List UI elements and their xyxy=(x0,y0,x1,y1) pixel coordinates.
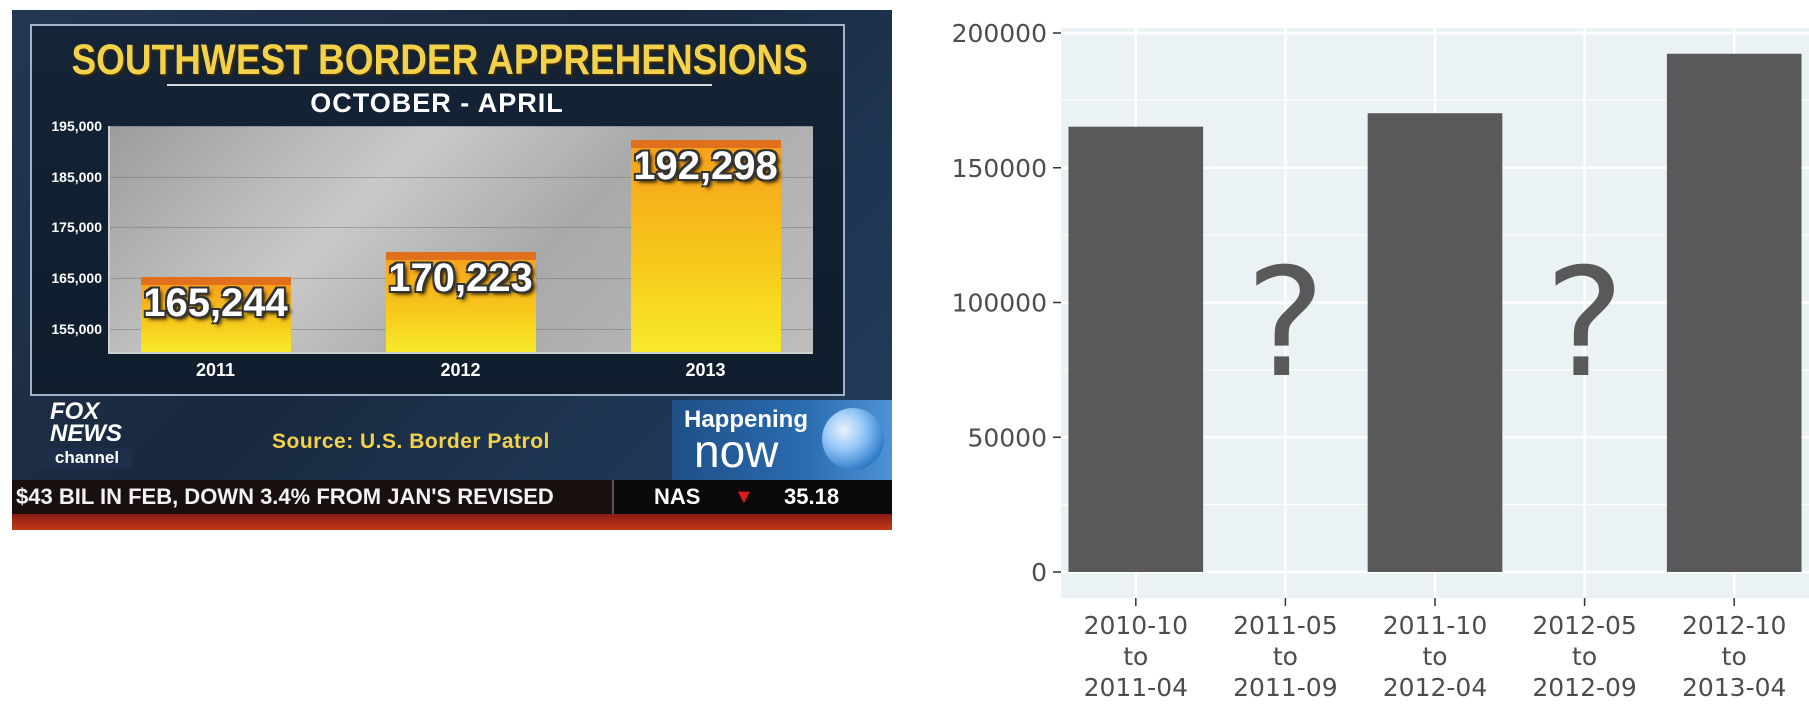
x-tick-label: 2010-10 xyxy=(1084,611,1188,640)
x-tick-label: to xyxy=(1572,642,1597,671)
tv-gridline xyxy=(110,227,813,229)
tv-gridline xyxy=(110,176,813,178)
tv-bar-value-label: 192,298 xyxy=(633,143,778,188)
down-arrow-icon: ▼ xyxy=(734,486,754,508)
tv-y-tick-label: 185,000 xyxy=(51,168,102,185)
y-tick-label: 150000 xyxy=(952,154,1047,183)
tv-bar-value-label: 165,244 xyxy=(143,280,288,325)
tv-title-underline xyxy=(167,84,712,86)
tv-title: SOUTHWEST BORDER APPREHENSIONS xyxy=(71,36,808,84)
y-tick-label: 50000 xyxy=(967,423,1047,452)
ticker-text: $43 BIL IN FEB, DOWN 3.4% FROM JAN'S REV… xyxy=(16,484,554,509)
x-tick-label: 2011-09 xyxy=(1233,673,1337,702)
x-tick-label: 2011-05 xyxy=(1233,611,1337,640)
x-tick-label: 2013-04 xyxy=(1682,673,1786,702)
ticker-symbol: NAS xyxy=(654,484,701,509)
globe-icon xyxy=(822,408,884,470)
now-text: now xyxy=(694,425,779,477)
x-tick-label: to xyxy=(1722,642,1747,671)
happening-now-logo: Happening now xyxy=(672,400,892,480)
x-tick-label: to xyxy=(1422,642,1447,671)
tv-bottom-bar xyxy=(12,514,892,530)
unknown-marker: ? xyxy=(1246,237,1326,411)
x-tick-label: 2012-04 xyxy=(1383,673,1487,702)
tv-subtitle: OCTOBER - APRIL xyxy=(310,88,564,118)
x-tick-label: to xyxy=(1273,642,1298,671)
happening-text: Happening xyxy=(684,406,808,433)
x-tick-label: 2011-10 xyxy=(1383,611,1487,640)
tv-y-tick-label: 175,000 xyxy=(51,219,102,236)
unknown-marker: ? xyxy=(1545,237,1625,411)
replot-chart-svg: ? ?0500001000001500002000002010-10to2011-… xyxy=(952,19,1809,702)
tv-bar xyxy=(140,276,291,352)
y-tick-label: 200000 xyxy=(952,19,1047,48)
bar xyxy=(1666,53,1802,572)
logo-line-news: NEWS xyxy=(50,420,122,447)
tv-bar xyxy=(385,251,536,352)
x-tick-label: 2012-10 xyxy=(1682,611,1786,640)
tv-bar xyxy=(630,139,781,352)
tv-graphic: SOUTHWEST BORDER APPREHENSIONS OCTOBER -… xyxy=(12,10,892,530)
tv-y-tick-label: 165,000 xyxy=(51,270,102,286)
tv-y-tick-label: 155,000 xyxy=(51,320,102,337)
tv-x-tick-label: 2013 xyxy=(685,360,726,380)
tv-source: Source: U.S. Border Patrol xyxy=(272,430,550,453)
replot-chart: ?? 0 50000 100000 150000 200000 2010-10 to 2011-… xyxy=(920,0,1809,715)
fox-news-logo: FOX NEWS channel xyxy=(42,398,132,468)
tv-x-tick-label: 2011 xyxy=(195,360,236,380)
ticker-value: 35.18 xyxy=(784,484,840,509)
tv-gridline xyxy=(110,126,813,127)
news-ticker: $43 BIL IN FEB, DOWN 3.4% FROM JAN'S REV… xyxy=(12,480,892,514)
x-tick-label: 2012-05 xyxy=(1532,611,1636,640)
bar xyxy=(1367,113,1503,572)
y-tick-label: 0 xyxy=(1031,558,1047,587)
bar xyxy=(1068,126,1204,572)
logo-line-channel: channel xyxy=(42,448,132,468)
y-tick-label: 100000 xyxy=(952,289,1047,318)
tv-y-tick-label: 195,000 xyxy=(51,118,102,134)
ticker-quote-box: NAS ▼ 35.18 xyxy=(612,480,892,514)
tv-x-tick-label: 2012 xyxy=(440,360,481,380)
x-tick-label: 2011-04 xyxy=(1084,673,1188,702)
x-tick-label: 2012-09 xyxy=(1532,673,1636,702)
logo-line-fox: FOX xyxy=(50,398,100,425)
tv-bar-value-label: 170,223 xyxy=(388,255,533,300)
x-tick-label: to xyxy=(1123,642,1148,671)
